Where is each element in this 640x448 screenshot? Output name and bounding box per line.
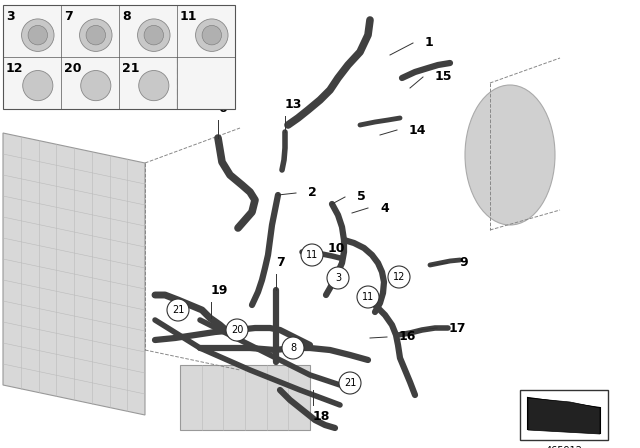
Circle shape xyxy=(202,26,221,45)
Text: 10: 10 xyxy=(328,241,346,254)
Text: 2: 2 xyxy=(308,186,317,199)
Circle shape xyxy=(138,19,170,52)
Text: 21: 21 xyxy=(344,378,356,388)
Circle shape xyxy=(327,267,349,289)
Ellipse shape xyxy=(465,85,555,225)
Circle shape xyxy=(144,26,164,45)
Circle shape xyxy=(301,244,323,266)
Text: 18: 18 xyxy=(313,410,330,423)
Circle shape xyxy=(357,286,379,308)
Text: 465912: 465912 xyxy=(545,446,582,448)
Circle shape xyxy=(79,19,112,52)
Text: 7: 7 xyxy=(64,10,73,23)
Text: 12: 12 xyxy=(393,272,405,282)
Circle shape xyxy=(139,70,169,101)
Text: 21: 21 xyxy=(172,305,184,315)
Text: 1: 1 xyxy=(425,36,434,49)
Circle shape xyxy=(23,70,53,101)
Text: 11: 11 xyxy=(362,292,374,302)
Text: 11: 11 xyxy=(180,10,198,23)
Bar xyxy=(520,390,608,440)
Text: 7: 7 xyxy=(276,255,285,268)
Circle shape xyxy=(339,372,361,394)
Text: 19: 19 xyxy=(211,284,228,297)
Polygon shape xyxy=(528,398,600,434)
Text: 13: 13 xyxy=(285,98,302,111)
Polygon shape xyxy=(180,365,310,430)
Text: 21: 21 xyxy=(122,62,140,75)
Circle shape xyxy=(282,337,304,359)
Text: 8: 8 xyxy=(122,10,131,23)
Bar xyxy=(3,5,235,109)
Text: 8: 8 xyxy=(290,343,296,353)
Circle shape xyxy=(226,319,248,341)
Text: 17: 17 xyxy=(449,322,467,335)
Circle shape xyxy=(22,19,54,52)
Text: 5: 5 xyxy=(357,190,365,203)
Text: 3: 3 xyxy=(6,10,15,23)
Text: 12: 12 xyxy=(6,62,24,75)
Text: 14: 14 xyxy=(409,124,426,137)
Circle shape xyxy=(167,299,189,321)
Text: 4: 4 xyxy=(380,202,388,215)
Circle shape xyxy=(86,26,106,45)
Text: 9: 9 xyxy=(459,257,468,270)
Text: 11: 11 xyxy=(306,250,318,260)
Text: 20: 20 xyxy=(231,325,243,335)
Text: 3: 3 xyxy=(335,273,341,283)
Circle shape xyxy=(388,266,410,288)
Polygon shape xyxy=(3,133,145,415)
Text: 6: 6 xyxy=(218,102,227,115)
Circle shape xyxy=(81,70,111,101)
Text: 20: 20 xyxy=(64,62,81,75)
Circle shape xyxy=(196,19,228,52)
Text: 15: 15 xyxy=(435,70,452,83)
Circle shape xyxy=(28,26,47,45)
Text: 16: 16 xyxy=(399,331,417,344)
